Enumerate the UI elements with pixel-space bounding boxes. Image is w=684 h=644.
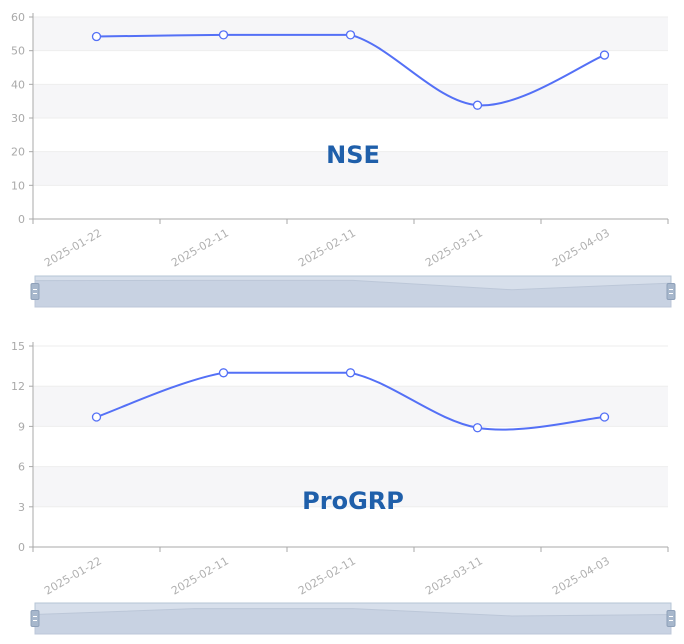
- plot-area: 0 3 6 9 12 15 2025-01-22 2025-02-11 2025-02-11 20…: [11, 340, 669, 598]
- y-tick-label: 6: [18, 461, 25, 474]
- slider-handle-grip[interactable]: [30, 283, 40, 300]
- x-tick-label: 2025-04-03: [550, 554, 612, 597]
- slider-handle-left[interactable]: [30, 610, 40, 627]
- x-tick-label: 2025-02-11: [169, 554, 231, 597]
- y-tick-label: 20: [11, 146, 25, 159]
- y-tick-label: 10: [11, 179, 25, 192]
- y-tick-label: 60: [11, 11, 25, 24]
- slider-handle-grip[interactable]: [666, 610, 676, 627]
- slider-handle-right[interactable]: [666, 610, 676, 627]
- y-tick-label: 30: [11, 112, 25, 125]
- data-point[interactable]: [472, 423, 483, 433]
- data-point[interactable]: [218, 30, 229, 40]
- y-tick-label: 0: [18, 213, 25, 226]
- x-tick-label: 2025-04-03: [550, 226, 612, 269]
- data-point[interactable]: [599, 412, 610, 422]
- data-point[interactable]: [472, 100, 483, 110]
- grid-band: [33, 466, 668, 507]
- y-tick-label: 40: [11, 78, 25, 91]
- y-tick-label: 12: [11, 380, 25, 393]
- data-point[interactable]: [345, 368, 356, 378]
- slider-preview: [34, 279, 672, 308]
- grid-band: [33, 84, 668, 118]
- data-point[interactable]: [218, 368, 229, 378]
- progrp-chart-svg: 0 3 6 9 12 15 2025-01-22 2025-02-11 2025-02-11 20…: [11, 340, 676, 635]
- x-tick-label: 2025-01-22: [42, 554, 104, 597]
- y-tick-label: 0: [18, 541, 25, 554]
- y-tick-label: 9: [18, 420, 25, 433]
- data-point[interactable]: [91, 412, 102, 422]
- x-tick-label: 2025-03-11: [423, 554, 485, 597]
- slider-handle-grip[interactable]: [30, 610, 40, 627]
- nse-chart-panel: 0 10 20 30 40 50 60 2025-01-22 2025-02-11 2025-02…: [0, 0, 684, 318]
- y-tick-label: 50: [11, 45, 25, 58]
- x-tick-label: 2025-03-11: [423, 226, 485, 269]
- grid-band: [33, 386, 668, 427]
- datazoom-slider[interactable]: [30, 602, 676, 635]
- data-point[interactable]: [91, 31, 102, 42]
- x-tick-label: 2025-02-11: [296, 226, 358, 269]
- chart-title: ProGRP: [302, 487, 404, 515]
- chart-title: NSE: [326, 141, 380, 169]
- grid-band: [33, 151, 668, 186]
- x-tick-label: 2025-01-22: [42, 226, 104, 269]
- x-tick-label: 2025-02-11: [296, 554, 358, 597]
- slider-handle-right[interactable]: [666, 283, 676, 300]
- slider-handle-left[interactable]: [30, 283, 40, 300]
- slider-handle-grip[interactable]: [666, 283, 676, 300]
- nse-chart-svg: 0 10 20 30 40 50 60 2025-01-22 2025-02-11 2025-02…: [11, 11, 676, 308]
- y-tick-label: 3: [18, 501, 25, 514]
- x-tick-label: 2025-02-11: [169, 226, 231, 269]
- data-point[interactable]: [345, 30, 356, 40]
- y-tick-label: 15: [11, 340, 25, 353]
- datazoom-slider[interactable]: [30, 275, 676, 308]
- data-point[interactable]: [599, 50, 610, 60]
- slider-preview: [34, 608, 672, 635]
- progrp-chart-panel: 0 3 6 9 12 15 2025-01-22 2025-02-11 2025-02-11 20…: [0, 330, 684, 644]
